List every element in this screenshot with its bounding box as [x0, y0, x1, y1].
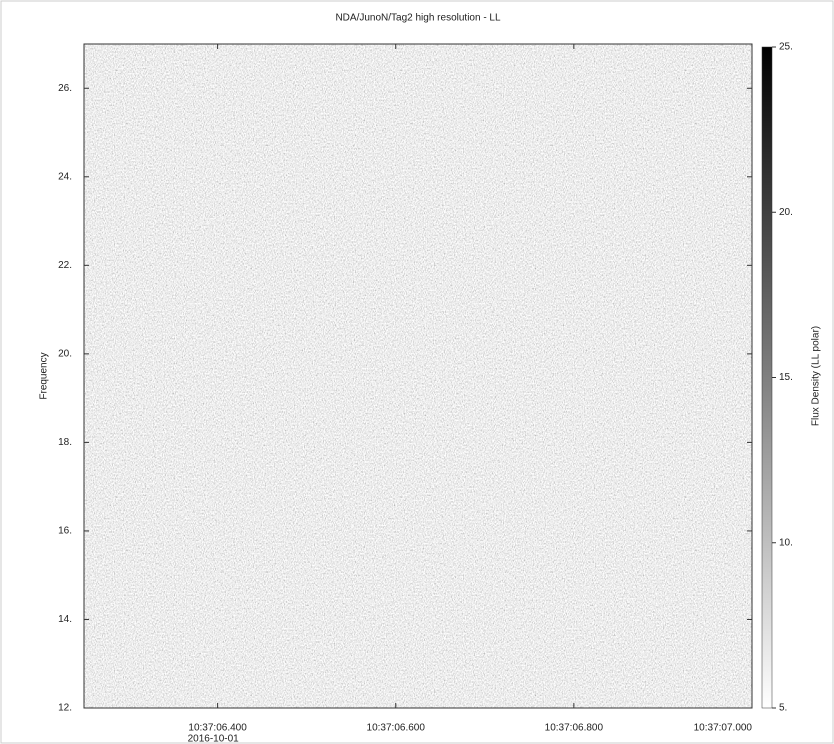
y-tick-label: 26.	[58, 83, 72, 94]
y-tick-label: 22.	[58, 260, 72, 271]
y-tick-label: 16.	[58, 526, 72, 537]
y-tick-label: 20.	[58, 349, 72, 360]
chart: NDA/JunoN/Tag2 high resolution - LL Freq…	[0, 0, 834, 744]
x-tick-label: 10:37:07.000	[694, 723, 753, 734]
chart-title: NDA/JunoN/Tag2 high resolution - LL	[335, 13, 501, 24]
colorbar-tick-label: 10.	[779, 537, 793, 548]
x-tick-label: 10:37:06.600	[367, 723, 426, 734]
colorbar-tick-label: 5.	[779, 703, 787, 714]
x-tick-label: 10:37:06.400	[188, 723, 247, 734]
y-tick-label: 12.	[58, 703, 72, 714]
y-tick-label: 14.	[58, 614, 72, 625]
colorbar-tick-label: 25.	[779, 42, 793, 53]
colorbar	[762, 47, 772, 708]
y-tick-label: 24.	[58, 171, 72, 182]
colorbar-tick-label: 15.	[779, 372, 793, 383]
spectrogram-image	[84, 44, 752, 708]
x-tick-label: 10:37:06.800	[545, 723, 604, 734]
y-axis-label: Frequency	[39, 352, 50, 399]
x-date-label: 2016-10-01	[188, 734, 240, 744]
y-tick-label: 18.	[58, 437, 72, 448]
colorbar-label: Flux Density (LL polar)	[811, 326, 822, 426]
colorbar-tick-label: 20.	[779, 207, 793, 218]
